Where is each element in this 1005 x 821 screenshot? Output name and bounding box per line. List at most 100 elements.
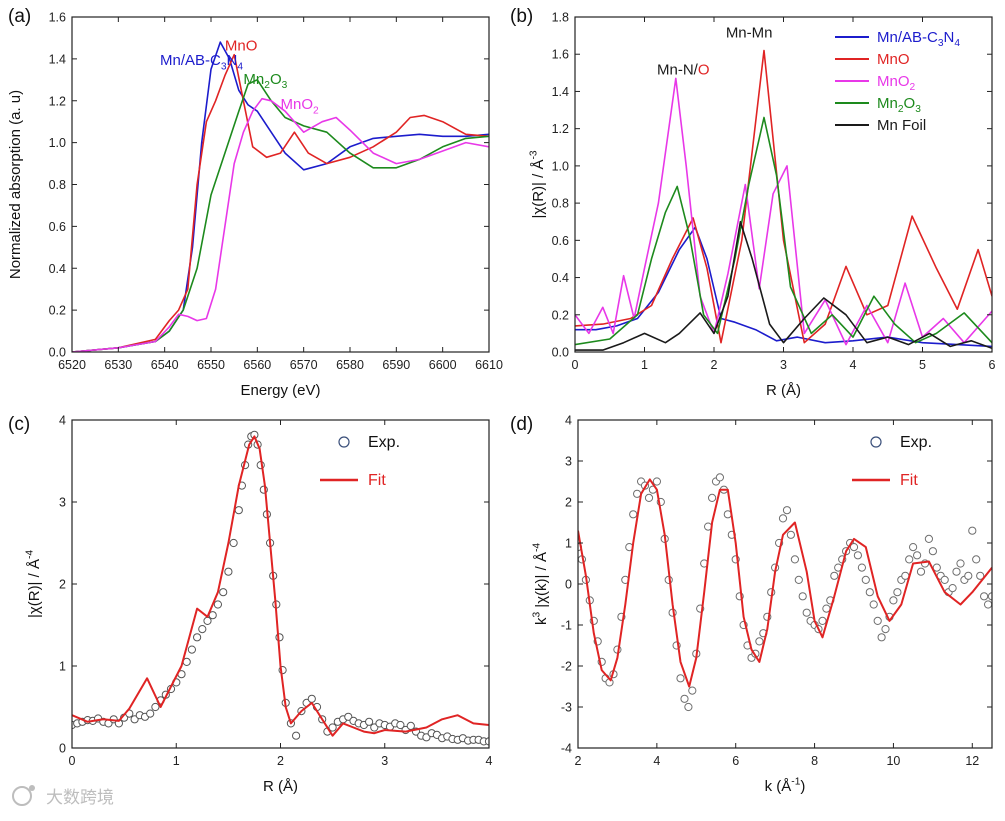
exp-point: [422, 733, 431, 742]
y-axis-label-part: |χ(k)| / Å: [533, 552, 550, 612]
x-tick-label: 10: [886, 754, 900, 768]
legend-label-part: Mn Foil: [877, 117, 926, 134]
x-axis-label: Energy (eV): [240, 382, 320, 399]
exp-point: [213, 600, 222, 609]
exp-point: [688, 686, 697, 695]
exp-point: [234, 506, 243, 515]
y-tick-label: 0.0: [49, 346, 66, 360]
plot-area: [578, 473, 992, 712]
exp-point: [193, 633, 202, 642]
exp-point: [802, 608, 811, 617]
exp-point: [629, 510, 638, 519]
x-tick-label: 4: [850, 358, 857, 372]
x-tick-label: 1: [173, 754, 180, 768]
legend-exp-marker: [338, 436, 350, 448]
watermark: 大数跨境: [12, 785, 114, 807]
y-tick-label: 1.2: [552, 122, 569, 136]
exp-point: [365, 717, 374, 726]
exp-point: [861, 575, 870, 585]
exp-point: [676, 674, 685, 683]
y-axis-label: Normalized absorption (a. u): [7, 90, 24, 279]
exp-point: [406, 721, 415, 731]
exp-point: [830, 571, 839, 580]
watermark-logo-dot: [29, 785, 35, 791]
y-axis-label: |χ(R)| / Å-3: [529, 150, 547, 218]
annotation-mn2o3-part: O: [270, 71, 282, 88]
annotation-mn-ab-part: Mn/AB-C: [160, 52, 221, 69]
x-tick-label: 6570: [290, 358, 318, 372]
exp-point: [964, 571, 973, 580]
annotation-mno2-part: MnO: [281, 96, 314, 113]
y-tick-label: 1.6: [49, 11, 66, 25]
exp-point: [976, 571, 985, 580]
annotation-mno-part: MnO: [225, 38, 258, 55]
y-tick-label: 1: [59, 660, 66, 674]
x-tick-label: 1: [641, 358, 648, 372]
exp-point: [275, 633, 284, 642]
legend-fit-label: Fit: [368, 472, 386, 489]
legend-label: Mn/AB-C3N4: [877, 29, 960, 49]
x-tick-label: 3: [780, 358, 787, 372]
exp-point: [798, 592, 807, 601]
series-line: [72, 79, 489, 352]
exp-point: [857, 563, 867, 572]
annotation-mno2: MnO2: [281, 96, 320, 116]
y-tick-label: 2: [59, 578, 66, 592]
y-tick-label: 4: [565, 414, 572, 428]
exp-point: [940, 575, 949, 585]
exp-point: [956, 559, 965, 568]
legend-label-part: 2: [910, 82, 916, 93]
y-tick-label: 3: [59, 496, 66, 510]
x-tick-label: 8: [811, 754, 818, 768]
exp-point: [984, 600, 992, 609]
x-tick-label: 6: [732, 754, 739, 768]
exp-point: [203, 616, 212, 626]
legend-label: Mn2O3: [877, 95, 921, 115]
annotation-mn-ab-part: 3: [221, 61, 227, 72]
x-tick-label: 3: [381, 754, 388, 768]
y-tick-label: 0.4: [49, 262, 66, 276]
annotation-mn-ab-part: N: [227, 52, 238, 69]
y-axis-label: |χ(R)| / Å-4: [25, 550, 43, 618]
exp-point: [905, 555, 914, 564]
exp-point: [968, 526, 977, 535]
x-axis-label-part: k (Å: [765, 778, 792, 795]
y-tick-label: -3: [561, 701, 572, 715]
exp-point: [778, 514, 788, 523]
legend-label-part: O: [904, 95, 916, 112]
y-tick-label: 0: [565, 578, 572, 592]
x-axis-label-part: ): [800, 778, 805, 795]
panel-label: (a): [8, 6, 31, 27]
y-tick-label: 0.0: [552, 346, 569, 360]
legend-label-part: Mn/AB-C: [877, 29, 938, 46]
x-tick-label: 12: [965, 754, 979, 768]
annotation-mn-ab: Mn/AB-C3N4: [160, 52, 243, 72]
exp-point: [680, 694, 689, 703]
exp-point: [644, 493, 654, 502]
x-tick-label: 6600: [429, 358, 457, 372]
x-axis-label: k (Å-1): [765, 777, 806, 795]
legend-label-part: MnO: [877, 73, 910, 90]
y-tick-label: 0: [59, 742, 66, 756]
exp-point: [396, 720, 405, 730]
y-tick-label: 0.2: [552, 308, 569, 322]
exp-point: [219, 588, 228, 597]
x-tick-label: 2: [711, 358, 718, 372]
y-tick-label: -2: [561, 660, 572, 674]
exp-point: [344, 712, 353, 721]
x-tick-label: 6550: [197, 358, 225, 372]
panel-label: (d): [510, 414, 533, 435]
x-tick-label: 6540: [151, 358, 179, 372]
series-line: [575, 77, 992, 346]
fit-line: [72, 435, 489, 737]
exp-point: [755, 637, 764, 646]
y-axis-label-part: |χ(R)| / Å: [26, 559, 43, 618]
exp-point: [972, 555, 981, 564]
series-line: [72, 41, 489, 352]
y-axis-label-part: 3: [532, 612, 543, 618]
x-tick-label: 6590: [382, 358, 410, 372]
y-tick-label: 0.6: [552, 234, 569, 248]
exp-point: [987, 592, 992, 601]
